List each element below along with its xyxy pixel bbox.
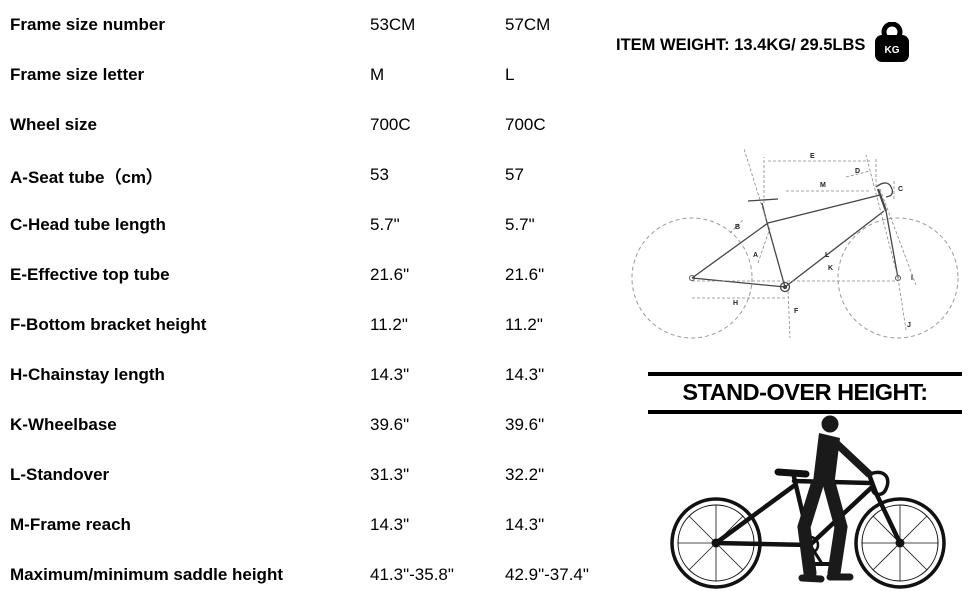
label-B: B	[735, 224, 740, 231]
spec-value-size1: 39.6"	[370, 415, 410, 434]
standover-height-title: STAND-OVER HEIGHT:	[648, 372, 962, 414]
spec-label: C-Head tube length	[10, 215, 166, 234]
spec-value-size1: 14.3"	[370, 365, 410, 384]
spec-value-size1: 14.3"	[370, 515, 410, 534]
geometry-dimension-lines	[692, 148, 917, 339]
spec-value-size2: 32.2"	[505, 465, 545, 484]
label-L: L	[825, 252, 830, 259]
spec-value-size1: 700C	[370, 115, 411, 134]
spec-label: F-Bottom bracket height	[10, 315, 207, 334]
spec-value-size2: L	[505, 65, 515, 84]
spec-value-size1: M	[370, 65, 385, 84]
spec-value-size2: 14.3"	[505, 515, 545, 534]
label-A: A	[753, 252, 758, 259]
spec-label: A-Seat tube（cm）	[10, 167, 164, 187]
geometry-wheels	[631, 217, 959, 339]
spec-value-size1: 41.3"-35.8"	[370, 565, 454, 584]
spec-value-size1: 53	[370, 165, 389, 184]
label-F: F	[794, 308, 799, 315]
spec-label: M-Frame reach	[10, 515, 131, 534]
spec-label: Frame size number	[10, 15, 165, 34]
spec-value-size2: 21.6"	[505, 265, 545, 284]
label-K: K	[828, 265, 833, 272]
spec-value-size2: 700C	[505, 115, 546, 134]
spec-label: L-Standover	[10, 465, 110, 484]
label-D: D	[855, 168, 860, 175]
spec-value-size2: 14.3"	[505, 365, 545, 384]
item-weight-text: ITEM WEIGHT: 13.4KG/ 29.5LBS	[616, 36, 866, 54]
spec-label: Maximum/minimum saddle height	[10, 565, 283, 584]
spec-label: H-Chainstay length	[10, 365, 165, 384]
label-E: E	[810, 153, 815, 160]
spec-table: Frame size number 53CM 57CM Frame size l…	[10, 0, 665, 600]
spec-value-size2: 57CM	[505, 15, 551, 34]
label-J: J	[907, 322, 911, 329]
item-weight-bar: ITEM WEIGHT: 13.4KG/ 29.5LBS KG	[616, 21, 966, 69]
spec-value-size2: 42.9"-37.4"	[505, 565, 589, 584]
bike-geometry-diagram: E D C M B A L K I H F J	[631, 148, 959, 339]
label-I: I	[911, 275, 913, 282]
kettlebell-weight-icon: KG	[871, 21, 913, 69]
label-H: H	[733, 300, 738, 307]
standover-illustration	[670, 415, 946, 589]
spec-value-size2: 57	[505, 165, 524, 184]
geometry-frame	[691, 182, 899, 293]
spec-value-size1: 31.3"	[370, 465, 410, 484]
spec-value-size1: 53CM	[370, 15, 416, 34]
label-C: C	[898, 186, 903, 193]
spec-label: K-Wheelbase	[10, 415, 117, 434]
spec-value-size1: 5.7"	[370, 215, 400, 234]
spec-value-size2: 5.7"	[505, 215, 535, 234]
standing-person-silhouette	[797, 415, 873, 583]
geometry-letter-labels: E D C M B A L K I H F J	[733, 153, 913, 329]
label-M: M	[820, 182, 826, 189]
spec-value-size2: 39.6"	[505, 415, 545, 434]
spec-label: E-Effective top tube	[10, 265, 170, 284]
spec-label: Wheel size	[10, 115, 97, 134]
spec-label: Frame size letter	[10, 65, 145, 84]
kettlebell-kg-label: KG	[885, 45, 900, 56]
spec-value-size1: 21.6"	[370, 265, 410, 284]
spec-value-size1: 11.2"	[370, 315, 408, 334]
spec-value-size2: 11.2"	[505, 315, 543, 334]
